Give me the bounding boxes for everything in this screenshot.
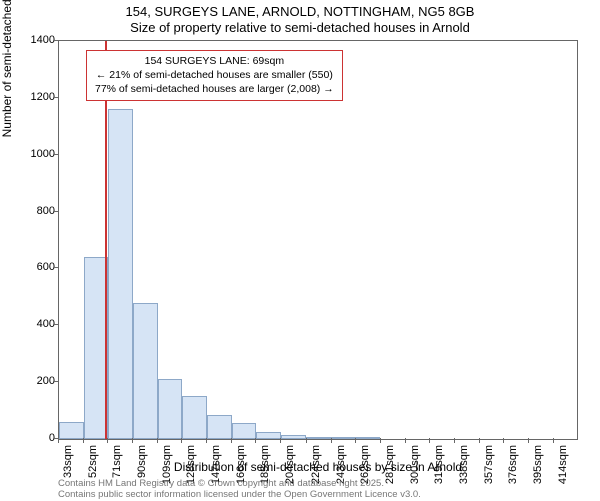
annotation-box: 154 SURGEYS LANE: 69sqm ← 21% of semi-de… — [86, 50, 343, 101]
histogram-bar — [232, 423, 257, 439]
y-tick-label: 1200 — [31, 91, 55, 103]
histogram-bar — [355, 437, 380, 439]
histogram-bar — [108, 109, 133, 439]
histogram-bar — [330, 437, 355, 439]
histogram-bar — [182, 396, 207, 439]
footer-attribution: Contains HM Land Registry data © Crown c… — [58, 478, 421, 501]
chart-title-line1: 154, SURGEYS LANE, ARNOLD, NOTTINGHAM, N… — [0, 4, 600, 19]
histogram-bar — [59, 422, 84, 439]
annotation-line-1: 154 SURGEYS LANE: 69sqm — [95, 54, 334, 68]
y-tick-label: 1000 — [31, 148, 55, 160]
histogram-bar — [306, 437, 331, 439]
reference-line — [105, 41, 107, 439]
x-axis-label: Distribution of semi-detached houses by … — [58, 460, 578, 474]
histogram-bar — [158, 379, 183, 439]
annotation-line-3: 77% of semi-detached houses are larger (… — [95, 82, 334, 96]
histogram-bar — [256, 432, 281, 439]
y-tick-label: 1400 — [31, 34, 55, 46]
footer-line-2: Contains public sector information licen… — [58, 489, 421, 500]
histogram-bar — [207, 415, 232, 439]
histogram-container: 154, SURGEYS LANE, ARNOLD, NOTTINGHAM, N… — [0, 0, 600, 500]
histogram-bar — [133, 303, 158, 439]
footer-line-1: Contains HM Land Registry data © Crown c… — [58, 478, 421, 489]
chart-title-line2: Size of property relative to semi-detach… — [0, 20, 600, 35]
y-axis-label: Number of semi-detached properties — [0, 0, 14, 240]
annotation-line-2: ← 21% of semi-detached houses are smalle… — [95, 68, 334, 82]
histogram-bar — [281, 435, 306, 439]
